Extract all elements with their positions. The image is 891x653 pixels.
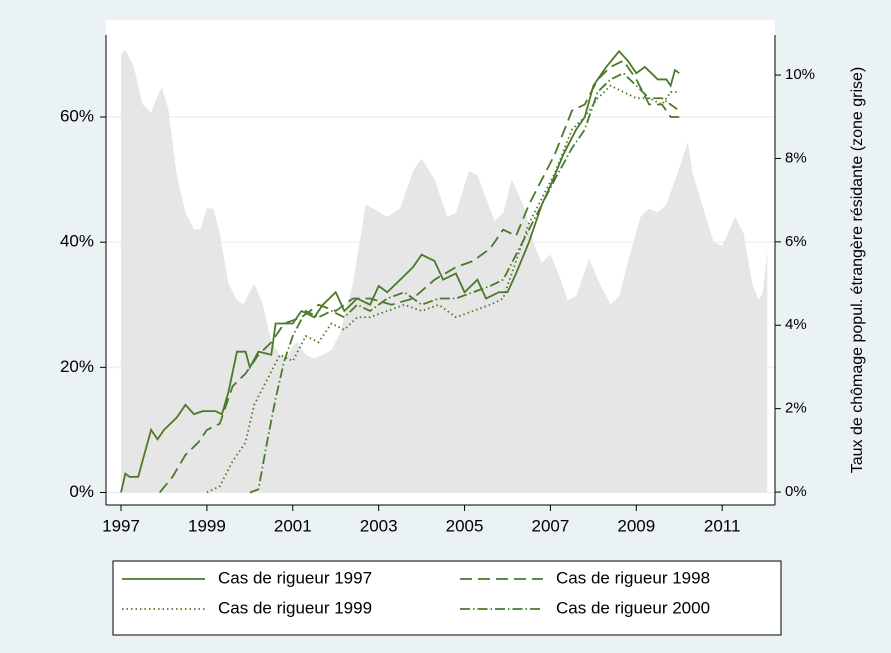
series-line	[158, 59, 680, 494]
x-tick-label: 2005	[446, 516, 484, 535]
series-line	[249, 72, 680, 494]
y-tick-label: 0%	[69, 482, 94, 501]
y2-tick-label: 4%	[785, 316, 807, 333]
unemployment-area	[121, 50, 768, 493]
y-tick-label: 60%	[60, 106, 94, 125]
x-tick-label: 2003	[360, 516, 398, 535]
x-tick-label: 1997	[102, 516, 140, 535]
y2-tick-label: 2%	[785, 400, 807, 417]
x-tick-label: 2011	[704, 516, 741, 535]
legend-label: Cas de rigueur 1999	[218, 598, 372, 617]
x-tick-label: 2007	[532, 516, 570, 535]
y2-tick-label: 10%	[785, 66, 815, 83]
y2-axis-label: Taux de chômage popul. étrangère résidan…	[849, 67, 866, 473]
x-tick-label: 1999	[188, 516, 226, 535]
x-tick-label: 2009	[617, 516, 655, 535]
plot-layer	[106, 49, 775, 494]
legend-label: Cas de rigueur 1997	[218, 568, 372, 587]
legend-box	[112, 560, 782, 636]
y-tick-label: 20%	[60, 357, 94, 376]
y2-tick-label: 6%	[785, 233, 807, 250]
y-tick-label: 40%	[60, 232, 94, 251]
legend-label: Cas de rigueur 1998	[556, 568, 710, 587]
series-line	[120, 49, 680, 493]
legend-label: Cas de rigueur 2000	[556, 598, 710, 617]
x-tick-label: 2001	[274, 516, 312, 535]
y2-tick-label: 0%	[785, 483, 807, 500]
y2-tick-label: 8%	[785, 149, 807, 166]
